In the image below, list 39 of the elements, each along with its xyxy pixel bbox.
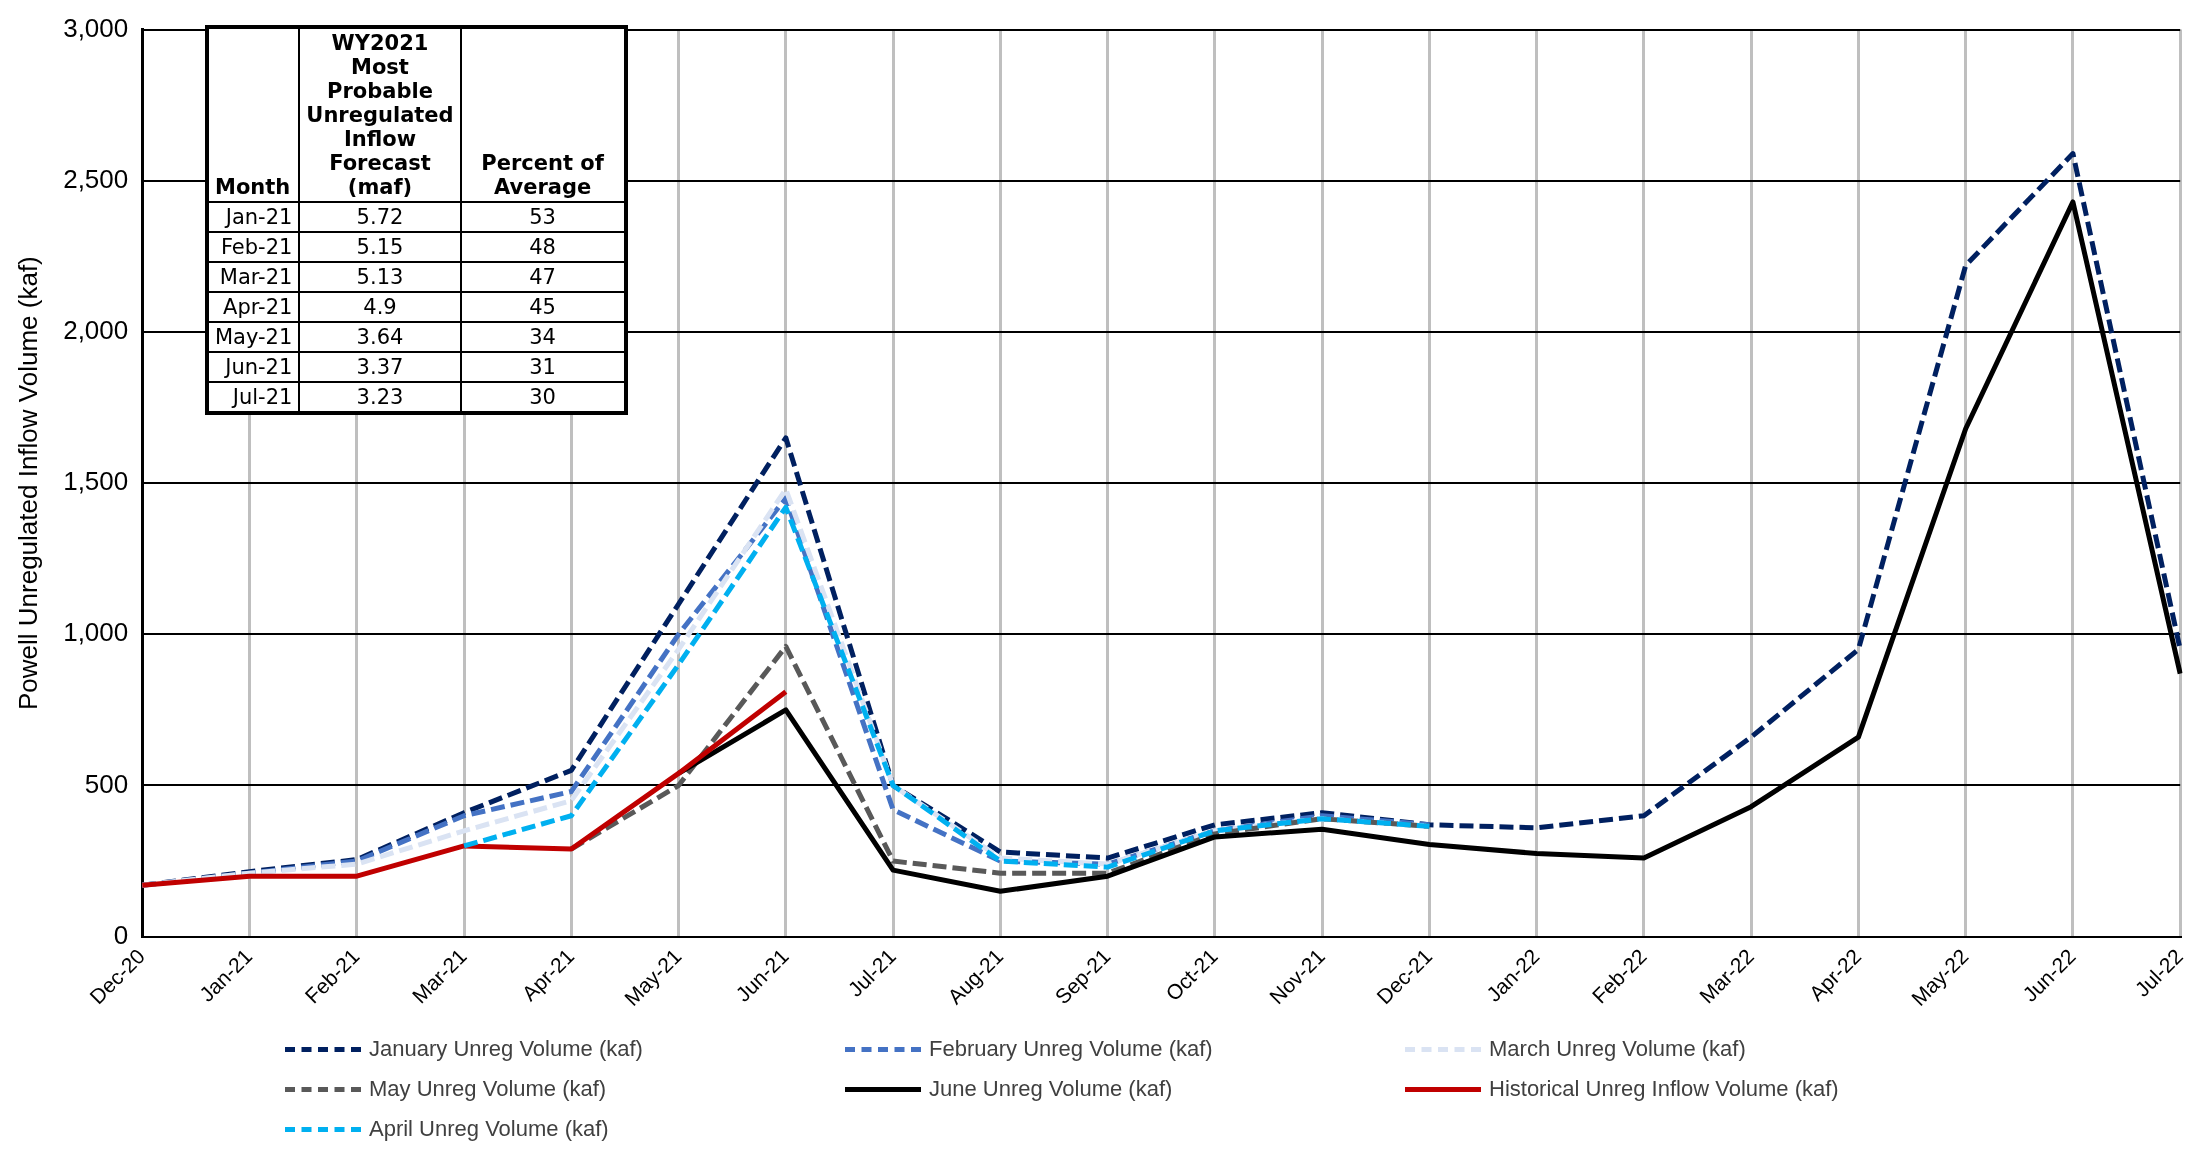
data-label: 3.23: [299, 382, 461, 413]
category-label: Feb-21: [207, 232, 300, 262]
data-label: 5.72: [299, 202, 461, 232]
data-label: 48: [460, 232, 626, 262]
legend-label: March Unreg Volume (kaf): [1489, 1036, 1746, 1062]
data-label: 31: [460, 352, 626, 382]
legend-label: January Unreg Volume (kaf): [369, 1036, 643, 1062]
y-tick-label: 0: [113, 919, 129, 950]
category-label: Apr-21: [207, 292, 300, 322]
y-tick-label: 3,000: [63, 12, 129, 43]
category-label: Jan-21: [207, 202, 300, 232]
legend-label: Historical Unreg Inflow Volume (kaf): [1489, 1076, 1839, 1102]
text: Month: [207, 27, 300, 202]
series-label: WY2021 Most Probable Unregulated Inflow Forecast (maf): [299, 27, 461, 202]
category-label: Jun-21: [207, 352, 300, 382]
legend-label: June Unreg Volume (kaf): [929, 1076, 1173, 1102]
y-axis-title: Powell Unregulated Inflow Volume (kaf): [12, 256, 43, 711]
data-label: 4.9: [299, 292, 461, 322]
category-label: May-21: [207, 322, 300, 352]
legend-label: April Unreg Volume (kaf): [369, 1116, 609, 1142]
data-label: 53: [460, 202, 626, 232]
data-label: 47: [460, 262, 626, 292]
y-tick-label: 2,500: [63, 163, 129, 194]
data-label: 45: [460, 292, 626, 322]
data-label: 3.64: [299, 322, 461, 352]
data-label: 34: [460, 322, 626, 352]
data-label: 5.15: [299, 232, 461, 262]
y-tick-label: 1,500: [63, 466, 129, 497]
legend-label: February Unreg Volume (kaf): [929, 1036, 1213, 1062]
category-label: Jul-21: [207, 382, 300, 413]
y-tick-label: 2,000: [63, 315, 129, 346]
y-tick-label: 1,000: [63, 617, 129, 648]
data-label: 5.13: [299, 262, 461, 292]
legend-label: May Unreg Volume (kaf): [369, 1076, 607, 1102]
text: Percent of Average: [460, 27, 626, 202]
y-tick-label: 500: [84, 768, 129, 799]
data-label: 30: [460, 382, 626, 413]
category-label: Mar-21: [207, 262, 300, 292]
data-label: 3.37: [299, 352, 461, 382]
